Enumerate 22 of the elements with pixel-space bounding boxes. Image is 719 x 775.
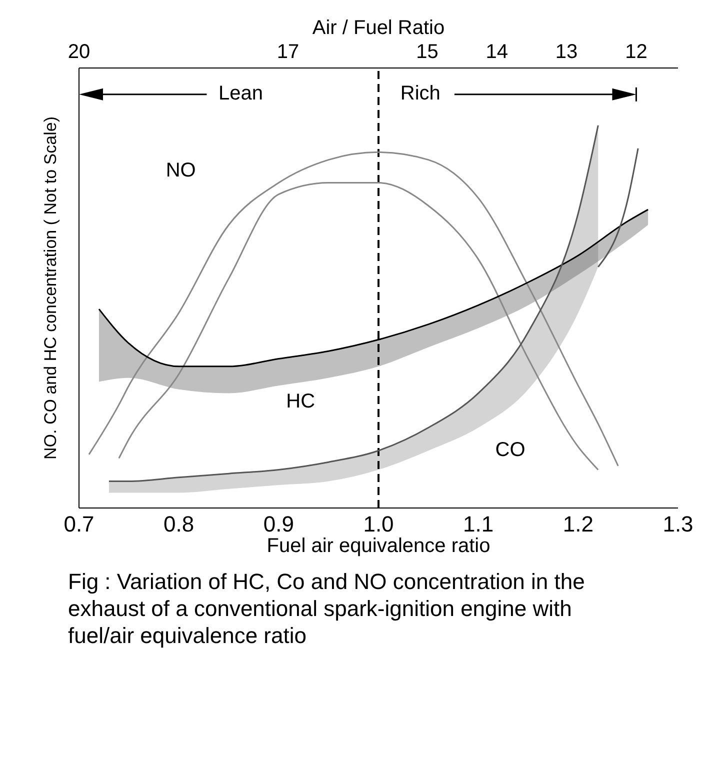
x2-tick-label: 13: [555, 41, 578, 63]
x-tick-label: 0.9: [263, 512, 294, 537]
x2-tick-label: 12: [625, 41, 648, 63]
x-tick-label: 0.8: [164, 512, 194, 537]
annotation: CO: [495, 439, 526, 462]
y-axis-title: NO. CO and HC concentration ( Not to Scale): [41, 116, 60, 460]
annotation: HC: [286, 390, 316, 413]
text: Rich: [400, 82, 440, 105]
x2-tick-label: 15: [416, 41, 438, 63]
x-tick-label: 1.3: [662, 512, 694, 537]
x2-axis-title: Air / Fuel Ratio: [312, 17, 445, 39]
x2-tick-label: 20: [68, 41, 90, 63]
x-tick-label: 1.2: [562, 512, 594, 537]
x-tick-label: 0.7: [64, 512, 94, 537]
x-tick-label: 1.1: [463, 512, 494, 537]
text: Lean: [218, 82, 263, 105]
text: Fig : Variation of HC, Co and NO concentration in the exhaust of a conventional spark-ignition engine with fuel/air equivalence ratio: [68, 568, 586, 649]
x2-tick-label: 14: [486, 41, 508, 63]
x-axis-title: Fuel air equivalence ratio: [266, 535, 490, 557]
x2-tick-label: 17: [276, 41, 300, 63]
annotation: NO: [166, 160, 196, 182]
x-tick-label: 1.0: [363, 512, 394, 537]
